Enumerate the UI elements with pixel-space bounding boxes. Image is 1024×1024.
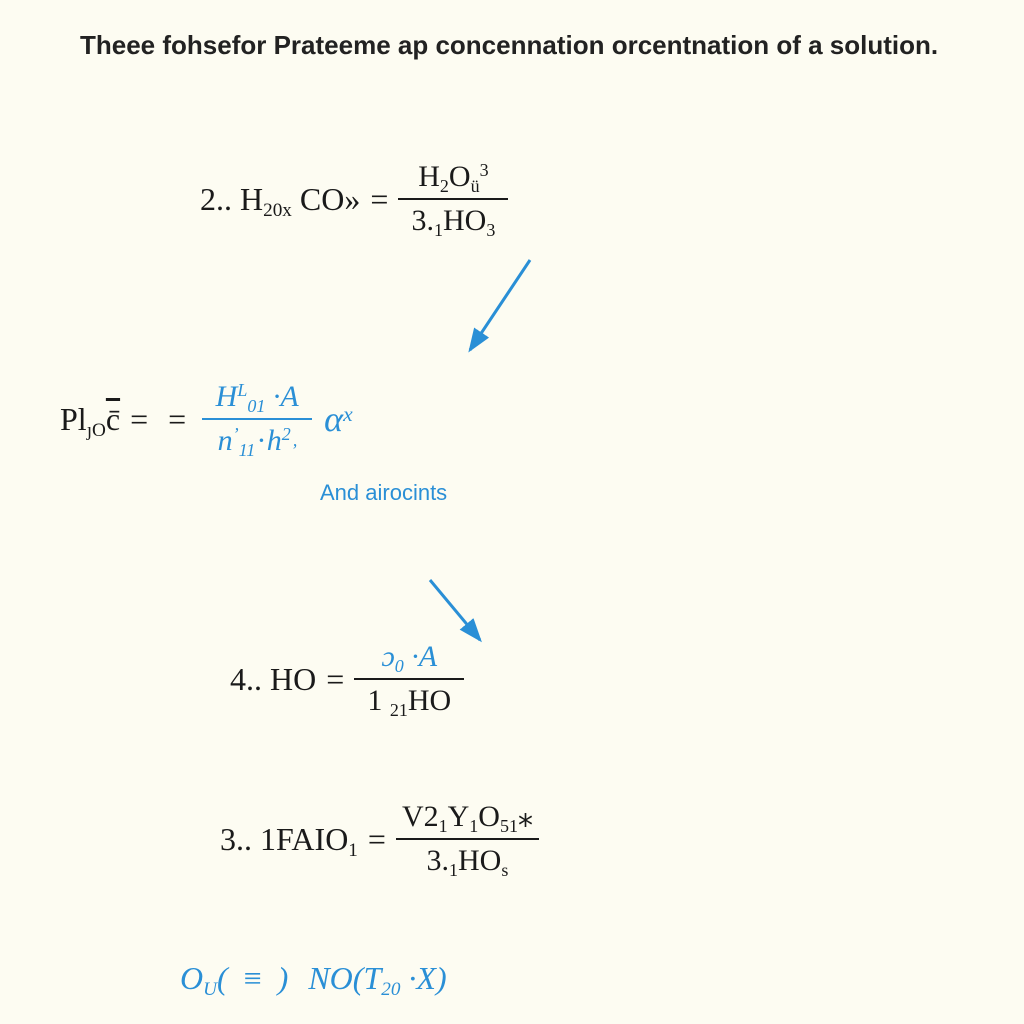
eq4-num-sub2: 1: [469, 816, 478, 836]
eq3-den-sub: 21: [390, 700, 408, 720]
fraction-bar: [396, 838, 539, 840]
eq1-den-sub2: 3: [486, 220, 495, 240]
eq1-lhs-suffix: CO»: [292, 181, 360, 217]
eq5-part2: NO(T20 ·X): [308, 960, 446, 997]
eq5-p1-sym: ≡: [236, 960, 270, 996]
eq2-lhs-a: Pl: [60, 401, 87, 437]
eq4-num-a: V2: [402, 800, 439, 833]
eq4-den-mid: HO: [458, 844, 501, 877]
eq4-num-tail: ⁎: [518, 800, 533, 833]
eq2-den-b: h: [267, 424, 282, 457]
page: Theee fohsefor Prateeme ap concennation …: [0, 0, 1024, 1024]
equals-sign: =: [158, 401, 196, 438]
eq2-num-suffix: ·A: [265, 380, 298, 413]
eq4-num-c: O: [478, 800, 500, 833]
eq4-den-prefix: 3.: [427, 844, 450, 877]
eq3-numerator: ɔ0 ·A: [375, 640, 443, 674]
eq5-p1-open: (: [217, 960, 228, 996]
eq2-lhs-sub: ȷO: [87, 420, 106, 441]
eq2-trail: αx: [324, 398, 353, 440]
eq4-fraction: V21Y1O51⁎ 3.1HOs: [396, 800, 539, 878]
eq4-den-sub2: s: [501, 860, 508, 880]
equals-sign: =: [120, 401, 158, 438]
eq3-lhs: 4.. HO: [230, 661, 316, 698]
eq3-num-a: ɔ: [381, 640, 394, 673]
equation-4: 3.. 1FAIO1 = V21Y1O51⁎ 3.1HOs: [220, 800, 539, 878]
eq1-lhs: 2.. H20x CO»: [200, 181, 360, 218]
eq2-lhs: PlȷOc̄: [60, 401, 120, 438]
eq1-den-mid: HO: [443, 204, 486, 237]
eq5-p2-a: NO: [308, 960, 352, 996]
eq2-lhs-c: c̄: [106, 401, 120, 438]
eq5-p1-a: O: [180, 960, 203, 996]
eq5-p2-sub: 20: [381, 979, 400, 1000]
eq2-den-sub: 11: [239, 440, 256, 460]
eq2-denominator: n’11·h2’: [212, 424, 303, 458]
eq3-fraction: ɔ0 ·A 1 21HO: [354, 640, 464, 718]
eq3-denominator: 1 21HO: [361, 684, 457, 718]
equation-5: OU( ≡ ) NO(T20 ·X): [180, 960, 447, 997]
eq2-num-a: H: [216, 380, 238, 413]
eq3-den-a: 1: [367, 684, 390, 717]
eq1-den-prefix: 3.: [411, 204, 434, 237]
eq1-lhs-sub: 20x: [263, 200, 292, 221]
eq1-num-sup2: 3: [480, 160, 489, 180]
eq3-num-sub: 0: [395, 656, 404, 676]
equals-sign: =: [360, 181, 398, 218]
eq1-num-a: H: [418, 160, 440, 193]
page-title: Theee fohsefor Prateeme ap concennation …: [80, 30, 984, 61]
eq2-num-sup: L: [237, 380, 247, 400]
eq2-den-a: n: [218, 424, 233, 457]
eq1-fraction: H2Oü3 3.1HO3: [398, 160, 508, 238]
eq4-lhs-prefix: 3.. 1FAIO: [220, 821, 348, 857]
eq2-den-mid: ·: [255, 424, 267, 457]
fraction-bar: [398, 198, 508, 200]
equation-1: 2.. H20x CO» = H2Oü3 3.1HO3: [200, 160, 508, 238]
eq5-p1-close: ): [278, 960, 289, 996]
fraction-bar: [202, 418, 312, 420]
eq1-denominator: 3.1HO3: [405, 204, 501, 238]
eq3-num-suffix: ·A: [404, 640, 437, 673]
eq5-p2-b: T: [363, 960, 381, 996]
eq2-fraction: HL01 ·A n’11·h2’: [202, 380, 312, 458]
eq2-num-sub: 01: [247, 396, 265, 416]
eq2-trail-sup: x: [343, 402, 353, 426]
eq5-p2-close: ): [436, 960, 447, 996]
equals-sign: =: [316, 661, 354, 698]
eq5-p2-x: X: [416, 960, 436, 996]
eq4-denominator: 3.1HOs: [421, 844, 515, 878]
eq1-num-subb: ü: [471, 176, 480, 196]
eq5-p1-sub: U: [203, 979, 217, 1000]
eq2-trail-base: α: [324, 399, 343, 439]
eq5-p2-open: (: [353, 960, 364, 996]
eq5-part1: OU( ≡ ): [180, 960, 288, 997]
eq2-den-sup2: 2: [282, 424, 291, 444]
eq3-den-b: HO: [408, 684, 451, 717]
equation-3: 4.. HO = ɔ0 ·A 1 21HO: [230, 640, 464, 718]
eq4-numerator: V21Y1O51⁎: [396, 800, 539, 834]
eq4-num-sub1: 1: [439, 816, 448, 836]
eq4-num-b: Y: [448, 800, 470, 833]
equation-2: PlȷOc̄ = = HL01 ·A n’11·h2’ αx: [60, 380, 353, 458]
eq2-den-sub2: ’: [291, 440, 297, 460]
eq1-den-sub: 1: [434, 220, 443, 240]
eq5-p2-mid: ·: [400, 960, 416, 996]
eq4-den-sub: 1: [449, 860, 458, 880]
eq1-num-sub: 2: [440, 176, 449, 196]
eq4-num-sub3: 51: [500, 816, 518, 836]
fraction-bar: [354, 678, 464, 680]
eq2-numerator: HL01 ·A: [210, 380, 305, 414]
equals-sign: =: [358, 821, 396, 858]
eq4-lhs: 3.. 1FAIO1: [220, 821, 358, 858]
eq1-lhs-prefix: 2.. H: [200, 181, 263, 217]
eq4-lhs-sub: 1: [348, 840, 358, 861]
eq2-annotation: And airocints: [320, 480, 447, 506]
eq1-num-b: O: [449, 160, 471, 193]
eq1-numerator: H2Oü3: [412, 160, 494, 194]
